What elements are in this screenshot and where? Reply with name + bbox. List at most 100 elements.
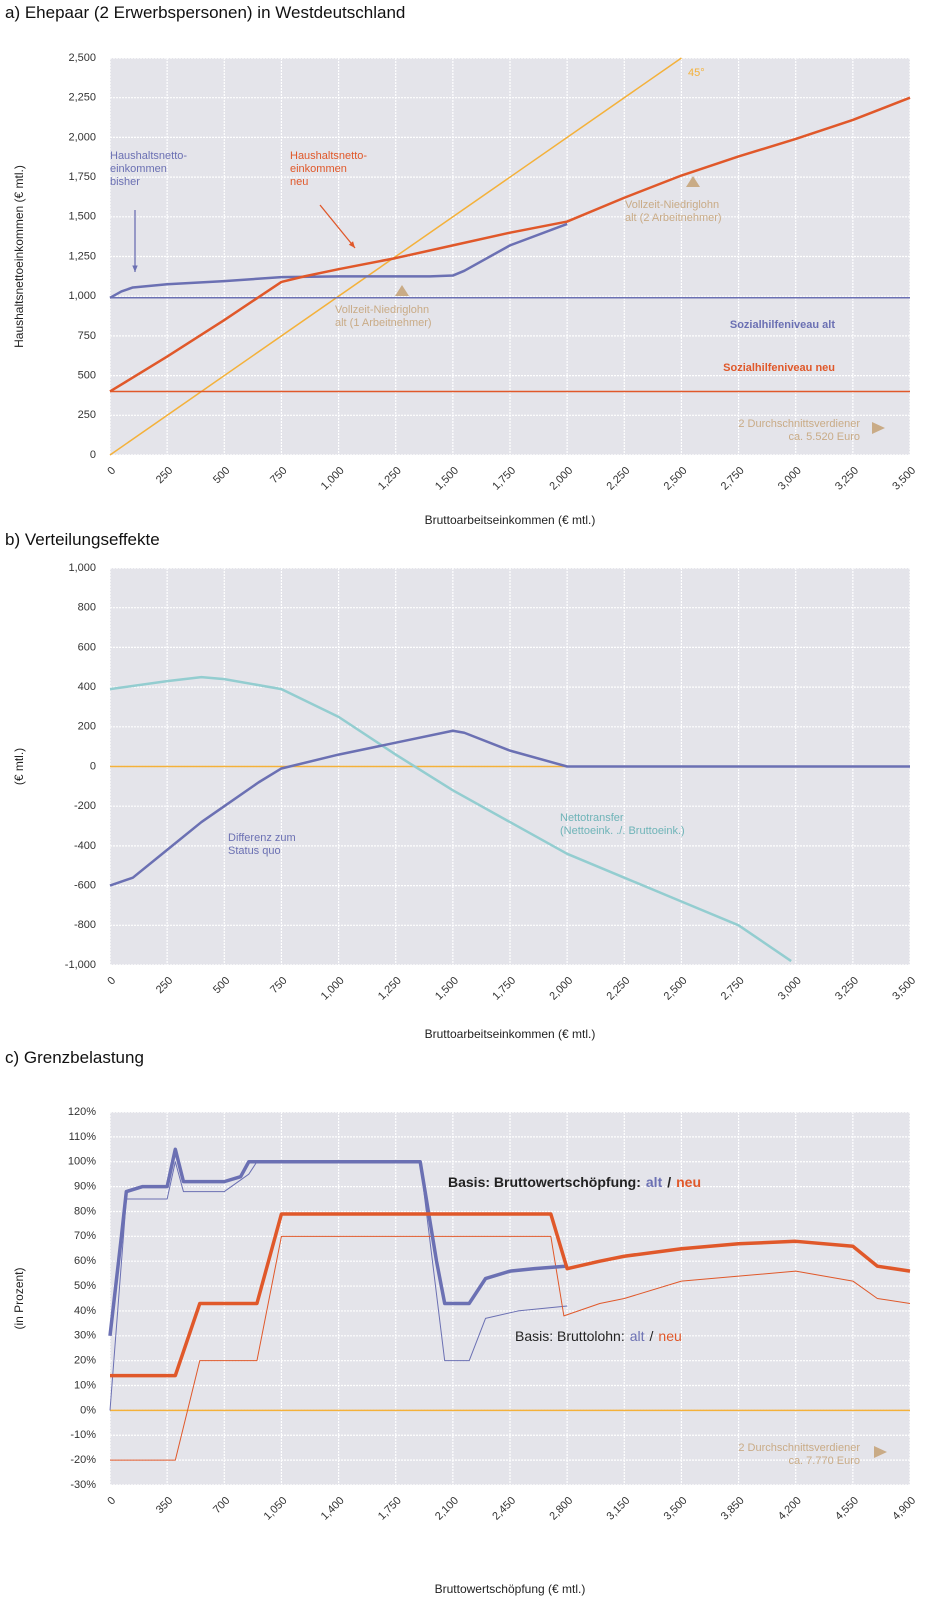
annotation-part: Haushaltsnetto- <box>290 150 367 162</box>
annotation-part: neu <box>658 1328 681 1344</box>
annotation-part: Sozialhilfeniveau alt <box>730 319 835 331</box>
y-tick-label: 10% <box>74 1379 96 1391</box>
x-tick-label: 700 <box>211 1495 232 1516</box>
x-tick-label: 4,200 <box>776 1495 804 1523</box>
y-tick-label: 600 <box>78 641 96 653</box>
annotation-part: Vollzeit-Niedriglohn <box>335 304 429 316</box>
annotation-part: Nettotransfer <box>560 812 624 824</box>
annotation-part: neu <box>676 1174 701 1190</box>
arrow-head <box>348 241 355 248</box>
x-tick-label: 3,500 <box>890 975 918 1003</box>
x-tick-label: 2,250 <box>605 975 633 1003</box>
x-tick-label: 2,250 <box>605 465 633 493</box>
x-tick-label: 0 <box>105 975 118 988</box>
y-tick-label: 0% <box>80 1404 96 1416</box>
annotation: Differenz zum Status quo <box>228 832 296 857</box>
annotation-part: / <box>650 1328 654 1344</box>
x-tick-label: 1,500 <box>433 975 461 1003</box>
annotation: Vollzeit-Niedriglohn alt (2 Arbeitnehmer) <box>625 199 722 224</box>
annotation-part: 2 Durchschnittsverdiener <box>738 1442 860 1454</box>
y-tick-label: -1,000 <box>65 959 96 971</box>
annotation-part: Status quo <box>228 845 281 857</box>
y-tick-label: 1,750 <box>68 171 96 183</box>
y-tick-label: 2,250 <box>68 92 96 104</box>
y-axis-label: Haushaltsnettoeinkommen (€ mtl.) <box>12 165 26 348</box>
y-tick-label: 400 <box>78 681 96 693</box>
y-tick-label: 500 <box>78 370 96 382</box>
x-tick-label: 2,750 <box>719 975 747 1003</box>
y-tick-label: 200 <box>78 721 96 733</box>
series-line <box>109 675 792 963</box>
y-tick-label: -600 <box>74 880 96 892</box>
x-tick-label: 2,500 <box>662 465 690 493</box>
annotation-part: Differenz zum <box>228 832 296 844</box>
series-line <box>108 1147 568 1336</box>
x-tick-label: 3,150 <box>605 1495 633 1523</box>
y-tick-label: 2,000 <box>68 131 96 143</box>
x-tick-label: 3,000 <box>776 975 804 1003</box>
x-tick-label: 1,050 <box>262 1495 290 1523</box>
annotation: Haushaltsnetto-einkommen bisher <box>110 150 187 188</box>
x-axis-label: Bruttoarbeitseinkommen (€ mtl.) <box>425 1027 596 1041</box>
x-axis-label: Bruttoarbeitseinkommen (€ mtl.) <box>425 513 596 527</box>
x-tick-label: 0 <box>105 1495 118 1508</box>
x-tick-label: 1,750 <box>376 1495 404 1523</box>
series-line <box>109 96 911 393</box>
x-tick-label: 250 <box>154 975 175 996</box>
x-tick-label: 250 <box>154 465 175 486</box>
y-axis-label: (€ mtl.) <box>12 748 26 785</box>
annotation-part: (Nettoeink. ./. Bruttoeink.) <box>560 825 685 837</box>
y-tick-label: 70% <box>74 1230 96 1242</box>
annotation-part: ca. 7.770 Euro <box>788 1455 860 1467</box>
x-tick-label: 1,250 <box>376 465 404 493</box>
arrow-head <box>132 265 138 272</box>
x-tick-label: 2,750 <box>719 465 747 493</box>
x-tick-label: 1,400 <box>319 1495 347 1523</box>
marker-triangle <box>872 422 885 434</box>
annotation-part: einkommen <box>290 163 347 175</box>
y-tick-label: 0 <box>90 449 96 461</box>
x-tick-label: 1,000 <box>319 465 347 493</box>
annotation-part: 2 Durchschnittsverdiener <box>738 418 860 430</box>
y-tick-label: 20% <box>74 1355 96 1367</box>
annotation: 2 Durchschnittsverdiener ca. 5.520 Euro <box>738 418 860 443</box>
y-tick-label: 100% <box>68 1156 96 1168</box>
chart-title: b) Verteilungseffekte <box>5 530 160 549</box>
annotation-part: alt (2 Arbeitnehmer) <box>625 212 722 224</box>
series-line <box>109 729 910 887</box>
y-tick-label: 1,500 <box>68 211 96 223</box>
y-tick-label: 1,000 <box>68 290 96 302</box>
x-tick-label: 3,500 <box>890 465 918 493</box>
annotation: Nettotransfer (Nettoeink. ./. Bruttoeink.… <box>560 812 685 837</box>
y-tick-label: -10% <box>70 1429 96 1441</box>
annotation: Sozialhilfeniveau alt <box>730 319 835 331</box>
annotation-part: alt <box>646 1174 663 1190</box>
chart-title: c) Grenzbelastung <box>5 1048 144 1067</box>
x-tick-label: 750 <box>268 975 289 996</box>
annotation-part: ca. 5.520 Euro <box>788 431 860 443</box>
annotation: Basis: Bruttolohn: alt / neu <box>515 1328 682 1344</box>
y-tick-label: 30% <box>74 1330 96 1342</box>
series-line <box>110 1235 911 1461</box>
annotation: Haushaltsnetto-einkommen neu <box>290 150 367 188</box>
annotation: Sozialhilfeniveau neu <box>723 362 835 374</box>
x-tick-label: 1,250 <box>376 975 404 1003</box>
x-tick-label: 500 <box>211 465 232 486</box>
marker-triangle <box>686 176 700 187</box>
series-line <box>110 1212 911 1378</box>
y-tick-label: -30% <box>70 1479 96 1491</box>
annotation-part: / <box>667 1174 671 1190</box>
annotation-part: Vollzeit-Niedriglohn <box>625 199 719 211</box>
x-tick-label: 750 <box>268 465 289 486</box>
y-tick-label: 50% <box>74 1280 96 1292</box>
annotation-part: Basis: Bruttowertschöpfung: <box>448 1174 641 1190</box>
annotation-part: einkommen <box>110 163 167 175</box>
x-tick-label: 2,800 <box>547 1495 575 1523</box>
annotation-part: 45° <box>688 67 705 79</box>
x-axis-label: Bruttowertschöpfung (€ mtl.) <box>435 1582 586 1596</box>
y-tick-label: -800 <box>74 919 96 931</box>
y-tick-label: 60% <box>74 1255 96 1267</box>
x-tick-label: 1,000 <box>319 975 347 1003</box>
y-axis-label: (in Prozent) <box>12 1267 26 1329</box>
x-tick-label: 3,000 <box>776 465 804 493</box>
